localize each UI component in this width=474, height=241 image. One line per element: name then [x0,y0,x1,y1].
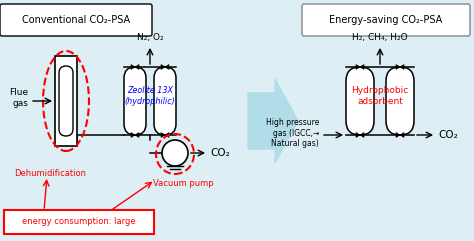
Polygon shape [161,65,165,69]
Text: N₂, O₂: N₂, O₂ [137,33,164,42]
FancyBboxPatch shape [124,67,146,135]
FancyBboxPatch shape [59,66,73,136]
FancyBboxPatch shape [386,67,414,135]
Text: Zeolite 13X
(hydrophilic): Zeolite 13X (hydrophilic) [125,86,175,106]
FancyBboxPatch shape [55,56,77,146]
Polygon shape [356,133,360,137]
Polygon shape [356,65,360,69]
Text: H₂, CH₄, H₂O: H₂, CH₄, H₂O [352,33,408,42]
Circle shape [162,140,188,166]
Text: CO₂: CO₂ [210,148,230,158]
Polygon shape [135,65,139,69]
FancyBboxPatch shape [4,210,154,234]
Polygon shape [135,133,139,137]
FancyBboxPatch shape [154,67,176,135]
Text: Energy-saving CO₂-PSA: Energy-saving CO₂-PSA [329,15,443,25]
Text: Flue
gas: Flue gas [9,88,28,108]
Text: CO₂: CO₂ [438,130,458,140]
Polygon shape [131,133,135,137]
Text: Dehumidification: Dehumidification [14,168,86,178]
Polygon shape [360,133,364,137]
Polygon shape [161,133,165,137]
Polygon shape [396,65,400,69]
FancyBboxPatch shape [0,4,152,36]
FancyBboxPatch shape [302,4,470,36]
Text: energy consumption: large: energy consumption: large [22,217,136,227]
Text: Conventional CO₂-PSA: Conventional CO₂-PSA [22,15,130,25]
Text: Hydrophobic
adsorbent: Hydrophobic adsorbent [351,86,409,106]
Polygon shape [396,133,400,137]
Polygon shape [360,65,364,69]
Text: High pressure
gas (IGCC,→
Natural gas): High pressure gas (IGCC,→ Natural gas) [265,118,319,148]
Polygon shape [165,65,169,69]
Polygon shape [400,65,404,69]
Polygon shape [400,133,404,137]
Polygon shape [131,65,135,69]
Text: Vacuum pump: Vacuum pump [153,179,213,188]
Polygon shape [248,79,298,163]
Polygon shape [165,133,169,137]
FancyBboxPatch shape [346,67,374,135]
